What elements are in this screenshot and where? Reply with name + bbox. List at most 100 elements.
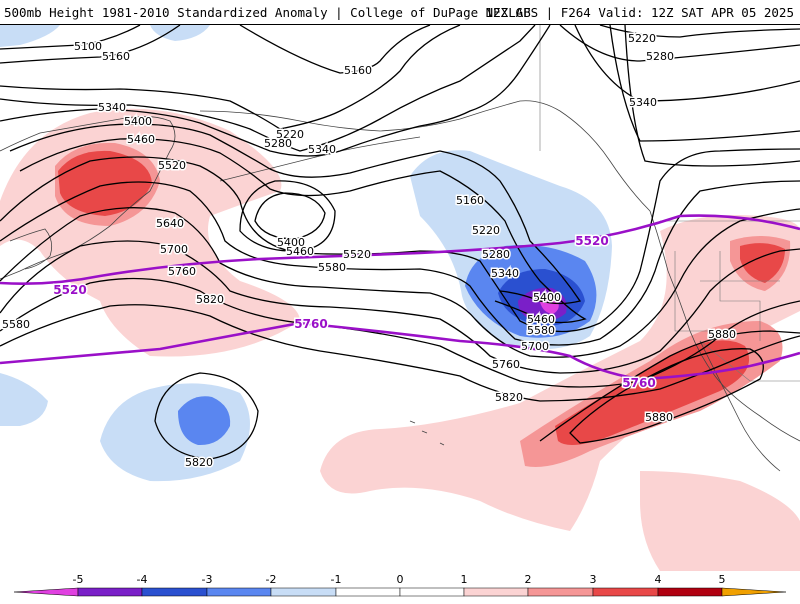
label-5760: 5760 <box>168 265 196 278</box>
contour-5160-n <box>239 25 431 74</box>
japan-coast <box>9 228 53 270</box>
label-5460: 5460 <box>527 313 555 326</box>
label-5820: 5820 <box>196 293 224 306</box>
pos-anomaly-west <box>320 215 800 531</box>
contour-5820-closed <box>154 372 259 460</box>
alaska-coast <box>199 100 651 212</box>
colorbar-swatches <box>13 587 787 597</box>
neg-anomaly-central <box>100 383 250 482</box>
label-5760-highlight: 5760 <box>294 317 327 331</box>
label-5760: 5760 <box>492 358 520 371</box>
map-area: 5100 5160 5160 5160 5220 5220 5220 5280 … <box>0 24 800 572</box>
label-5580: 5580 <box>2 318 30 331</box>
contour-5400-e <box>609 25 800 142</box>
label-5160: 5160 <box>102 50 130 63</box>
header-bar: 500mb Height 1981-2010 Standardized Anom… <box>0 0 800 24</box>
height-contours <box>0 25 800 460</box>
contour-labels: 5100 5160 5160 5160 5220 5220 5220 5280 … <box>1 31 738 471</box>
swatch-pos5 <box>721 587 787 597</box>
swatch-pos1 <box>463 587 529 597</box>
tick-label: -3 <box>202 573 213 586</box>
swatch-neg1 <box>270 587 337 597</box>
border-4 <box>699 340 800 382</box>
neg-anomaly-goa-5 <box>540 297 559 314</box>
label-5280: 5280 <box>264 137 292 150</box>
swatch-pos4 <box>657 587 723 597</box>
label-5400: 5400 <box>533 291 561 304</box>
colorbar-canvas: -5 -4 -3 -2 -1 0 1 2 3 4 5 <box>13 573 787 597</box>
highlight-contours <box>0 214 800 381</box>
pos-anomaly-sw-3 <box>555 340 750 445</box>
label-5580: 5580 <box>527 324 555 337</box>
contour-5640 <box>0 207 800 358</box>
label-5400: 5400 <box>124 115 152 128</box>
tick-label: 5 <box>719 573 726 586</box>
contour-5460-e <box>624 25 800 167</box>
contour-5760 <box>0 277 800 388</box>
tick-label: -5 <box>73 573 84 586</box>
label-5520: 5520 <box>343 248 371 261</box>
label-5340: 5340 <box>491 267 519 280</box>
label-5160: 5160 <box>456 194 484 207</box>
label-5340: 5340 <box>308 143 336 156</box>
contour-5220-a <box>0 25 461 130</box>
label-5700: 5700 <box>160 243 188 256</box>
label-5640: 5640 <box>156 217 184 230</box>
label-5280: 5280 <box>482 248 510 261</box>
border-3 <box>674 251 780 341</box>
colorbar: -5 -4 -3 -2 -1 0 1 2 3 4 5 <box>0 571 800 600</box>
label-5400: 5400 <box>277 236 305 249</box>
label-5520: 5520 <box>158 159 186 172</box>
contour-5280-a <box>0 25 536 152</box>
neg-anomaly-top <box>150 25 210 41</box>
label-5820: 5820 <box>185 456 213 469</box>
contour-5460-a <box>19 138 587 324</box>
label-5520-highlight: 5520 <box>575 234 608 248</box>
contour-5400-closed <box>254 192 326 240</box>
label-5580: 5580 <box>318 261 346 274</box>
product-title: 500mb Height 1981-2010 Standardized Anom… <box>4 5 531 20</box>
map-canvas: 5100 5160 5160 5160 5220 5220 5220 5280 … <box>0 25 800 571</box>
contour-5460-closed <box>239 180 336 252</box>
contour-5280-e <box>559 25 800 62</box>
label-5340: 5340 <box>98 101 126 114</box>
contour-5400-a <box>9 123 582 305</box>
neg-anomaly-central-2 <box>178 396 231 446</box>
label-5340: 5340 <box>629 96 657 109</box>
swatch-pos3 <box>592 587 659 597</box>
label-5220: 5220 <box>276 128 304 141</box>
contour-5160-w <box>0 25 181 64</box>
political-borders <box>539 25 800 382</box>
label-5280: 5280 <box>646 50 674 63</box>
hawaii-islands <box>409 420 445 446</box>
highlight-labels: 5520 5520 5760 5760 <box>52 233 657 392</box>
tick-label: -1 <box>331 573 342 586</box>
tick-label: 0 <box>397 573 404 586</box>
label-5220: 5220 <box>628 32 656 45</box>
swatch-neg3 <box>141 587 208 597</box>
swatch-neg4 <box>77 587 143 597</box>
label-5760-highlight: 5760 <box>622 376 655 390</box>
label-5880: 5880 <box>645 411 673 424</box>
contour-5100 <box>0 25 141 50</box>
label-5820: 5820 <box>495 391 523 404</box>
colorbar-ticks: -5 -4 -3 -2 -1 0 1 2 3 4 5 <box>73 573 726 586</box>
tick-label: 4 <box>655 573 662 586</box>
pos-anomaly-baja <box>640 471 800 571</box>
tick-label: 2 <box>525 573 532 586</box>
swatch-zero-hi <box>399 587 465 597</box>
contour-5580-a <box>0 180 800 346</box>
contour-5880 <box>569 348 764 444</box>
label-5220: 5220 <box>472 224 500 237</box>
neg-anomaly-topleft <box>0 25 60 47</box>
tick-label: 1 <box>461 573 468 586</box>
swatch-zero-lo <box>335 587 401 597</box>
label-5520-highlight: 5520 <box>53 283 86 297</box>
highlight-5760 <box>0 321 800 381</box>
label-5700: 5700 <box>521 340 549 353</box>
contour-5340-a <box>0 25 551 157</box>
contour-5340-e <box>574 25 800 102</box>
swatch-pos2 <box>527 587 594 597</box>
highlight-5520 <box>0 214 800 285</box>
